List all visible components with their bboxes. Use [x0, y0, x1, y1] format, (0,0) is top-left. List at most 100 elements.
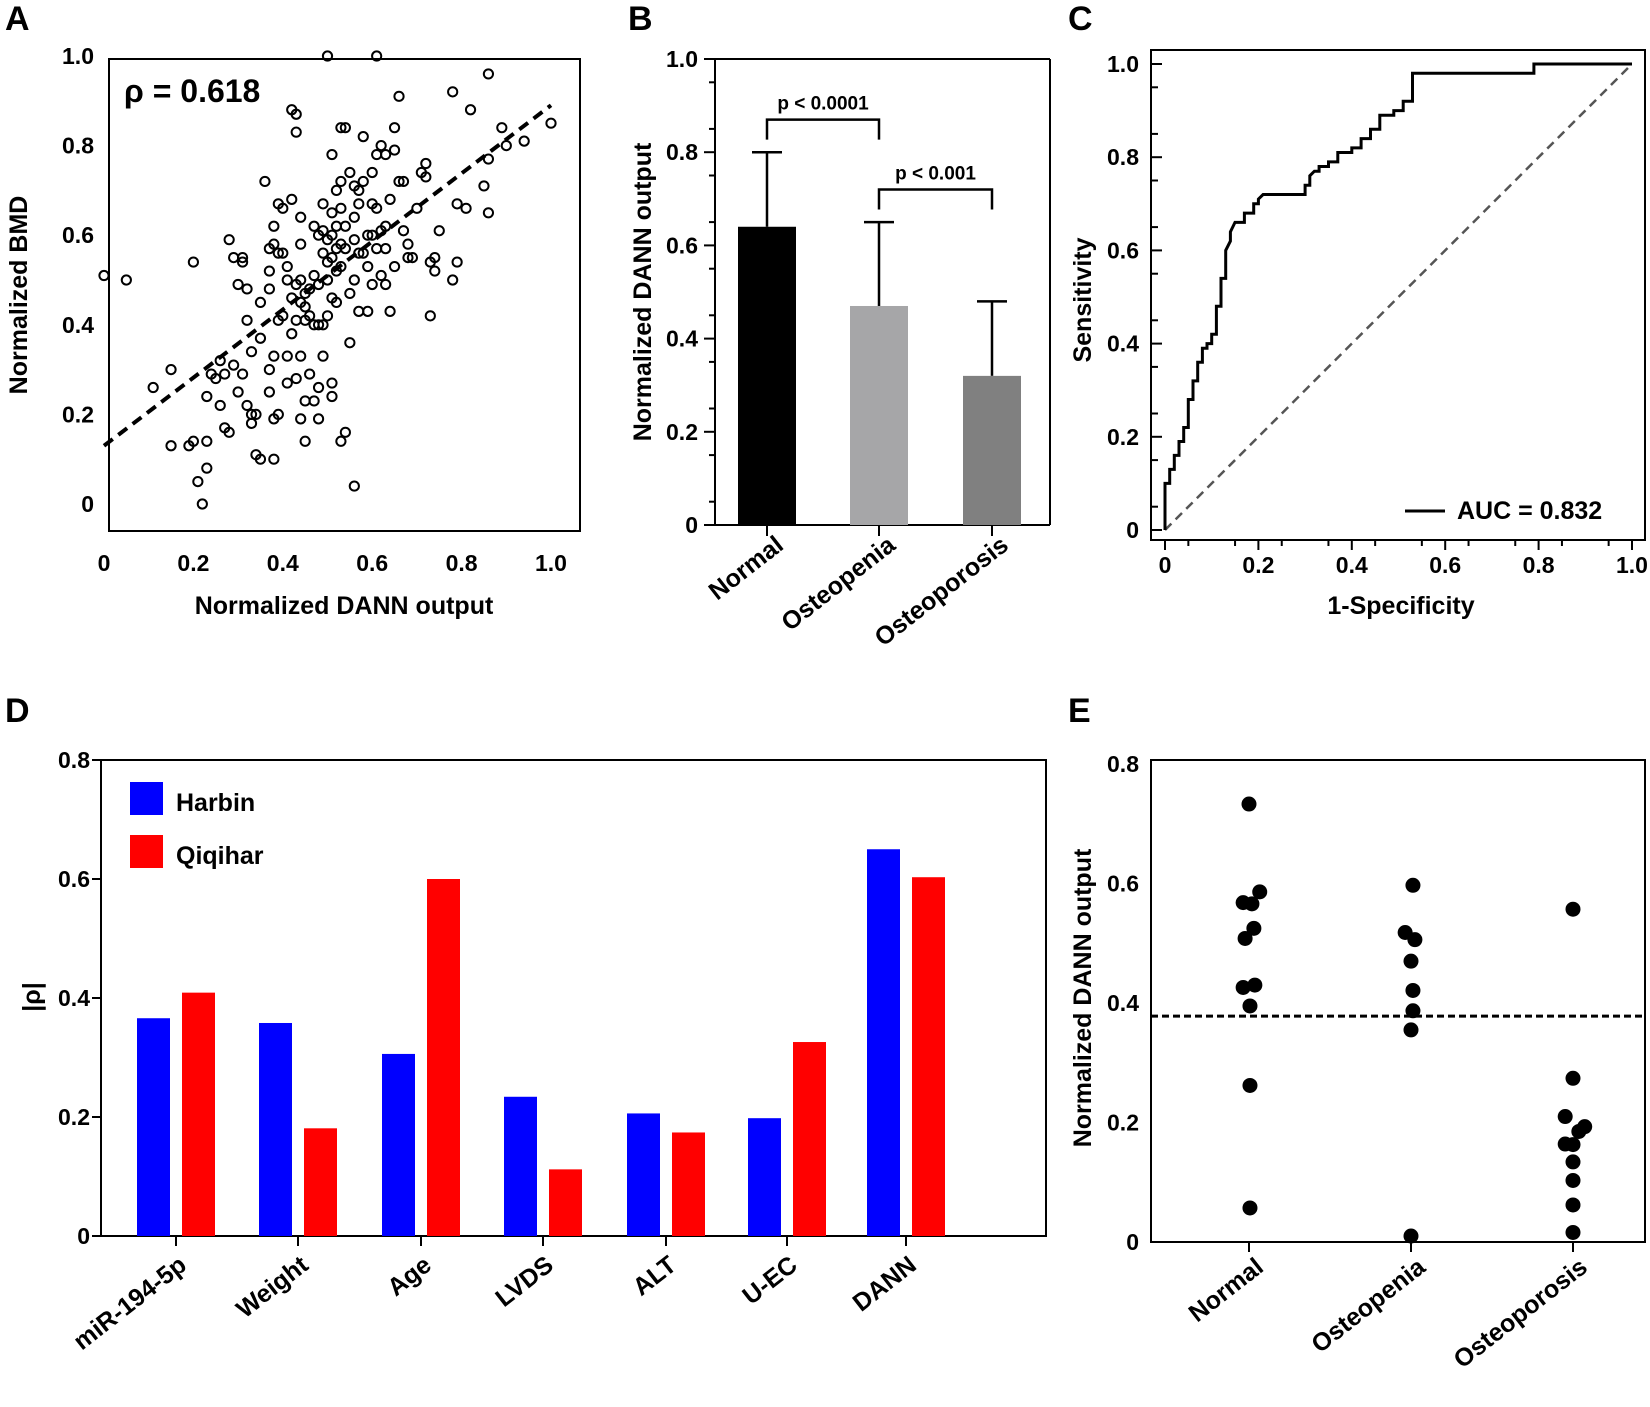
panel-a-ytick: 0.4 [62, 312, 94, 338]
bar-harbin-lvds [504, 1096, 537, 1236]
scatter-point [308, 269, 320, 282]
scatter-point [353, 184, 365, 196]
scatter-point [317, 247, 329, 259]
scatter-point [326, 377, 338, 389]
significance-bracket [765, 118, 881, 140]
panel-c-ytick: 0 [1126, 517, 1139, 543]
panel-e-xtick: Osteopenia [1306, 1252, 1431, 1359]
scatter-point [254, 332, 267, 344]
scatter-point [451, 256, 463, 268]
panel-d-xtick: DANN [848, 1251, 922, 1318]
scatter-point [304, 368, 316, 380]
scatter-point [482, 153, 495, 165]
panel-d-ytick: 0.6 [58, 866, 90, 892]
panel-c-ylabel: Sensitivity [1069, 237, 1097, 362]
scatter-point [245, 417, 258, 429]
scatter-point [339, 220, 351, 232]
panel-b-bars: Normalized DANN output 00.20.40.60.81.0 … [629, 46, 1051, 652]
scatter-point [339, 122, 351, 134]
dot-normal [1237, 930, 1253, 946]
panel-e-xtick: Osteoporosis [1448, 1253, 1592, 1374]
panel-d-xtick: U-EC [737, 1251, 802, 1311]
scatter-point [147, 381, 159, 394]
panel-e-ytick: 0.6 [1107, 871, 1139, 897]
panel-a-ytick: 0.2 [62, 401, 94, 427]
scatter-point [393, 175, 405, 188]
dot-osteoporosis [1577, 1119, 1593, 1135]
dot-osteopenia [1407, 932, 1423, 948]
scatter-point [290, 108, 302, 120]
scatter-point [295, 238, 307, 250]
scatter-point [335, 122, 347, 134]
scatter-point [245, 346, 258, 358]
scatter-point [348, 480, 360, 492]
legend-label-harbin: Harbin [176, 789, 255, 817]
panel-b-xtick: Normal [704, 531, 789, 606]
panel-a-ticks: 0 0.2 0.4 0.6 0.8 1.0 0 0.2 0.4 0.6 0.8 1.0 [62, 43, 567, 576]
scatter-point [330, 220, 343, 232]
panel-a-xtick: 1.0 [535, 550, 567, 576]
scatter-point [312, 381, 325, 394]
bar-qiqihar-lvds [549, 1169, 582, 1236]
panel-d-ytick: 0.8 [58, 747, 90, 773]
scatter-point [451, 198, 463, 210]
panel-letter-a: A [5, 0, 30, 38]
scatter-point [518, 135, 530, 147]
scatter-point [344, 166, 356, 179]
panel-e-ytick: 0 [1126, 1229, 1139, 1255]
dot-normal [1246, 920, 1262, 936]
scatter-point [402, 238, 414, 250]
panel-b-ytick: 0.8 [666, 139, 698, 165]
scatter-point [254, 453, 267, 465]
panel-c-xtick: 0.4 [1336, 552, 1368, 578]
panel-e-points: Normal Osteopenia Osteoporosis [1184, 796, 1593, 1374]
dot-normal [1242, 998, 1258, 1014]
scatter-point [304, 283, 316, 295]
bar-qiqihar-mir-194-5p [182, 992, 215, 1236]
panel-a-ytick: 0 [81, 491, 94, 517]
scatter-point [259, 175, 271, 188]
scatter-point [545, 117, 557, 129]
scatter-point [362, 260, 374, 273]
scatter-point [366, 166, 378, 179]
scatter-point [326, 252, 338, 264]
panel-d-xtick: Age [382, 1251, 437, 1302]
scatter-point [482, 68, 495, 80]
panel-b-ticks: 0 0.2 0.4 0.6 0.8 1.0 [666, 46, 715, 538]
scatter-point [312, 413, 325, 425]
panel-b-ytick: 0.6 [666, 232, 698, 258]
scatter-point [375, 140, 387, 152]
panel-letter-b: B [628, 0, 653, 38]
scatter-point [236, 256, 249, 268]
scatter-point [236, 252, 249, 264]
dot-osteopenia [1405, 877, 1421, 893]
dot-normal [1244, 896, 1260, 912]
scatter-point [295, 350, 307, 362]
scatter-point [482, 207, 495, 219]
scatter-point [295, 274, 307, 286]
panel-d-xtick: LVDS [490, 1251, 558, 1313]
panel-a-ytick: 0.6 [62, 222, 94, 248]
scatter-point [281, 350, 293, 362]
panel-e-ylabel: Normalized DANN output [1069, 848, 1097, 1147]
scatter-point [460, 202, 472, 214]
scatter-point [268, 220, 280, 232]
scatter-point [187, 435, 199, 447]
scatter-point [201, 462, 213, 474]
panel-c-frame [1150, 49, 1646, 541]
panel-letter-c: C [1068, 0, 1093, 38]
legend-swatch-harbin [130, 782, 163, 815]
scatter-point [339, 426, 351, 438]
panel-c-roc: 1-Specificity Sensitivity 0 0.2 0.4 0.6 0.8 1… [1069, 49, 1648, 620]
dot-osteopenia [1403, 1022, 1419, 1038]
bar-harbin-alt [627, 1113, 660, 1236]
scatter-point [210, 372, 222, 385]
scatter-point [277, 202, 289, 214]
scatter-point [196, 498, 208, 510]
scatter-point [286, 328, 298, 340]
panel-c-ytick: 0.8 [1107, 144, 1139, 170]
panel-d-ytick: 0.2 [58, 1104, 90, 1130]
dot-normal [1252, 884, 1268, 900]
panel-c-ytick: 0.2 [1107, 424, 1139, 450]
scatter-point [380, 243, 392, 255]
